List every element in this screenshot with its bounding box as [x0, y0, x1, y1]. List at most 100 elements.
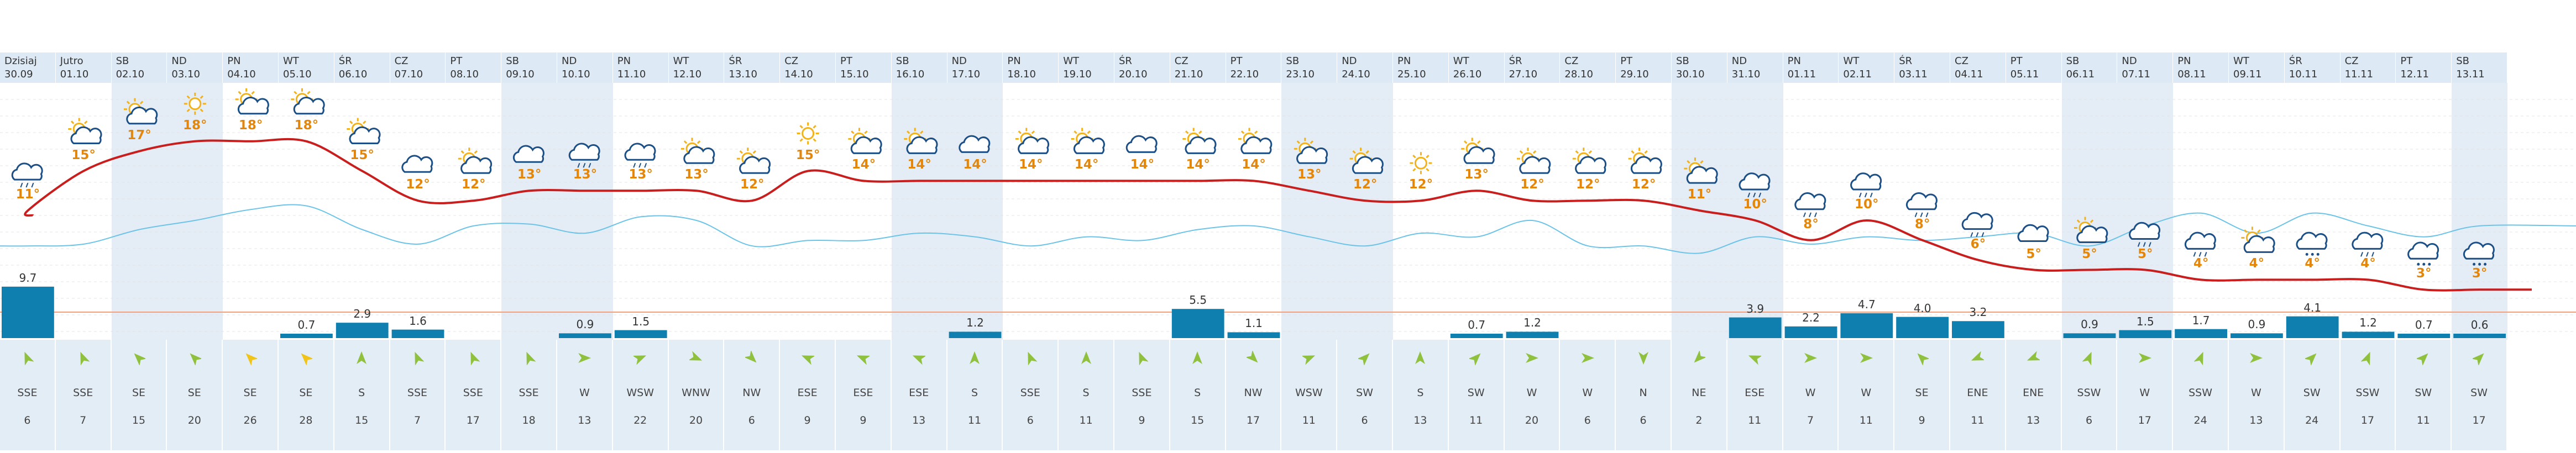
wind-direction: SSW	[2355, 387, 2380, 399]
wind-direction: W	[1582, 387, 1593, 399]
temperature-label: 14°	[1074, 157, 1099, 172]
wind-arrow-icon	[1860, 353, 1873, 363]
wind-direction: NW	[1244, 387, 1263, 399]
day-header: CZ 21.10	[1170, 52, 1226, 83]
day-name: SB	[1676, 55, 1689, 67]
day-name: PT	[1620, 55, 1633, 67]
precip-label: 0.6	[2470, 318, 2489, 331]
day-header: ŚR 10.11	[2284, 52, 2341, 83]
temperature-label: 12°	[1520, 177, 1544, 192]
day-name: SB	[2066, 55, 2080, 67]
day-date: 01.10	[60, 69, 89, 80]
wind-cell: S 13	[1393, 340, 1449, 450]
wind-cell: SSE 18	[501, 340, 557, 450]
wind-direction: SE	[299, 387, 313, 399]
day-header: CZ 14.10	[780, 52, 836, 83]
sun-cloud-icon	[1349, 148, 1384, 174]
temperature-label: 5°	[2082, 246, 2097, 261]
wind-arrow-icon	[415, 351, 424, 365]
day-date: 12.11	[2400, 69, 2429, 80]
day-name: ND	[562, 55, 577, 67]
sun-cloud-icon	[458, 148, 493, 174]
day-date: 06.10	[338, 69, 368, 80]
wind-direction: ESE	[797, 387, 818, 399]
rain-cloud-icon	[11, 162, 43, 188]
wind-cell: SE 20	[167, 340, 223, 450]
wind-speed: 13	[578, 414, 591, 426]
weekend-band	[2061, 83, 2118, 340]
wind-speed-line	[0, 204, 2576, 254]
wind-arrow-icon	[1246, 351, 1258, 363]
temperature-label: 18°	[294, 118, 319, 133]
day-name: CZ	[394, 55, 409, 67]
day-name: ND	[1731, 55, 1747, 67]
wind-speed: 7	[1807, 414, 1814, 426]
wind-direction: SW	[1356, 387, 1374, 399]
wind-speed: 6	[1027, 414, 1034, 426]
wind-speed: 13	[912, 414, 926, 426]
day-name: PT	[840, 55, 852, 67]
temperature-label: 4°	[2249, 256, 2265, 271]
wind-direction: ENE	[1967, 387, 1988, 399]
wind-direction: W	[1805, 387, 1816, 399]
temperature-label: 15°	[71, 148, 96, 162]
wind-direction: SW	[2303, 387, 2321, 399]
precip-bar	[280, 334, 333, 338]
temperature-line	[24, 138, 2532, 292]
wind-speed: 11	[1302, 414, 1316, 426]
precip-bar	[2063, 333, 2116, 338]
precip-label: 0.9	[2081, 318, 2098, 331]
precip-bar	[1784, 326, 1837, 338]
day-name: WT	[1843, 55, 1860, 67]
wind-speed: 11	[1859, 414, 1873, 426]
sun-cloud-icon	[291, 88, 325, 115]
day-header: PT 29.10	[1616, 52, 1672, 83]
day-header: SB 30.10	[1672, 52, 1727, 83]
precip-label: 0.7	[297, 318, 316, 331]
weekend-band	[167, 83, 223, 340]
temperature-label: 13°	[517, 167, 542, 182]
rain-cloud-icon	[1850, 172, 1882, 198]
wind-cell: SE 15	[111, 340, 167, 450]
day-header: PN 08.11	[2173, 52, 2229, 83]
wind-speed: 26	[243, 414, 257, 426]
precip-label: 1.2	[966, 316, 984, 330]
wind-direction: SE	[1915, 387, 1929, 399]
wind-cell: SE 28	[279, 340, 334, 450]
day-date: 30.10	[1676, 69, 1705, 80]
precip-bar	[1952, 321, 2004, 338]
wind-speed: 28	[299, 414, 313, 426]
temperature-label: 15°	[795, 148, 820, 162]
day-header: SB 09.10	[501, 52, 557, 83]
precip-label: 2.2	[1802, 310, 1820, 324]
temperature-label: 12°	[1631, 177, 1656, 192]
precip-label: 1.1	[1245, 317, 1263, 330]
precip-bar	[2175, 329, 2227, 338]
wind-cell: S 11	[947, 340, 1003, 450]
wind-arrow-icon	[1139, 351, 1149, 365]
sun-cloud-icon	[1628, 148, 1662, 174]
wind-speed: 6	[2085, 414, 2093, 426]
day-header: ŚR 06.10	[334, 52, 390, 83]
wind-cell: ESE 9	[780, 340, 836, 450]
cloud-icon	[1125, 135, 1158, 153]
wind-speed: 6	[748, 414, 755, 426]
wind-speed: 15	[132, 414, 146, 426]
temperature-label: 15°	[350, 148, 374, 162]
day-date: 12.10	[673, 69, 702, 80]
wind-arrow-icon	[969, 351, 980, 364]
day-header: WT 12.10	[668, 52, 725, 83]
day-header: ND 07.11	[2117, 52, 2174, 83]
wind-direction: W	[1526, 387, 1537, 399]
day-header: ŚR 13.10	[724, 52, 781, 83]
wind-arrow-icon	[857, 355, 870, 365]
temperature-label: 13°	[1297, 167, 1322, 182]
wind-arrow-icon	[1971, 351, 1985, 361]
temperature-label: 12°	[1353, 177, 1378, 192]
day-header: SB 16.10	[891, 52, 947, 83]
wind-arrow-icon	[245, 353, 257, 365]
wind-arrow-icon	[2305, 353, 2317, 365]
day-date: 23.10	[1286, 69, 1315, 80]
